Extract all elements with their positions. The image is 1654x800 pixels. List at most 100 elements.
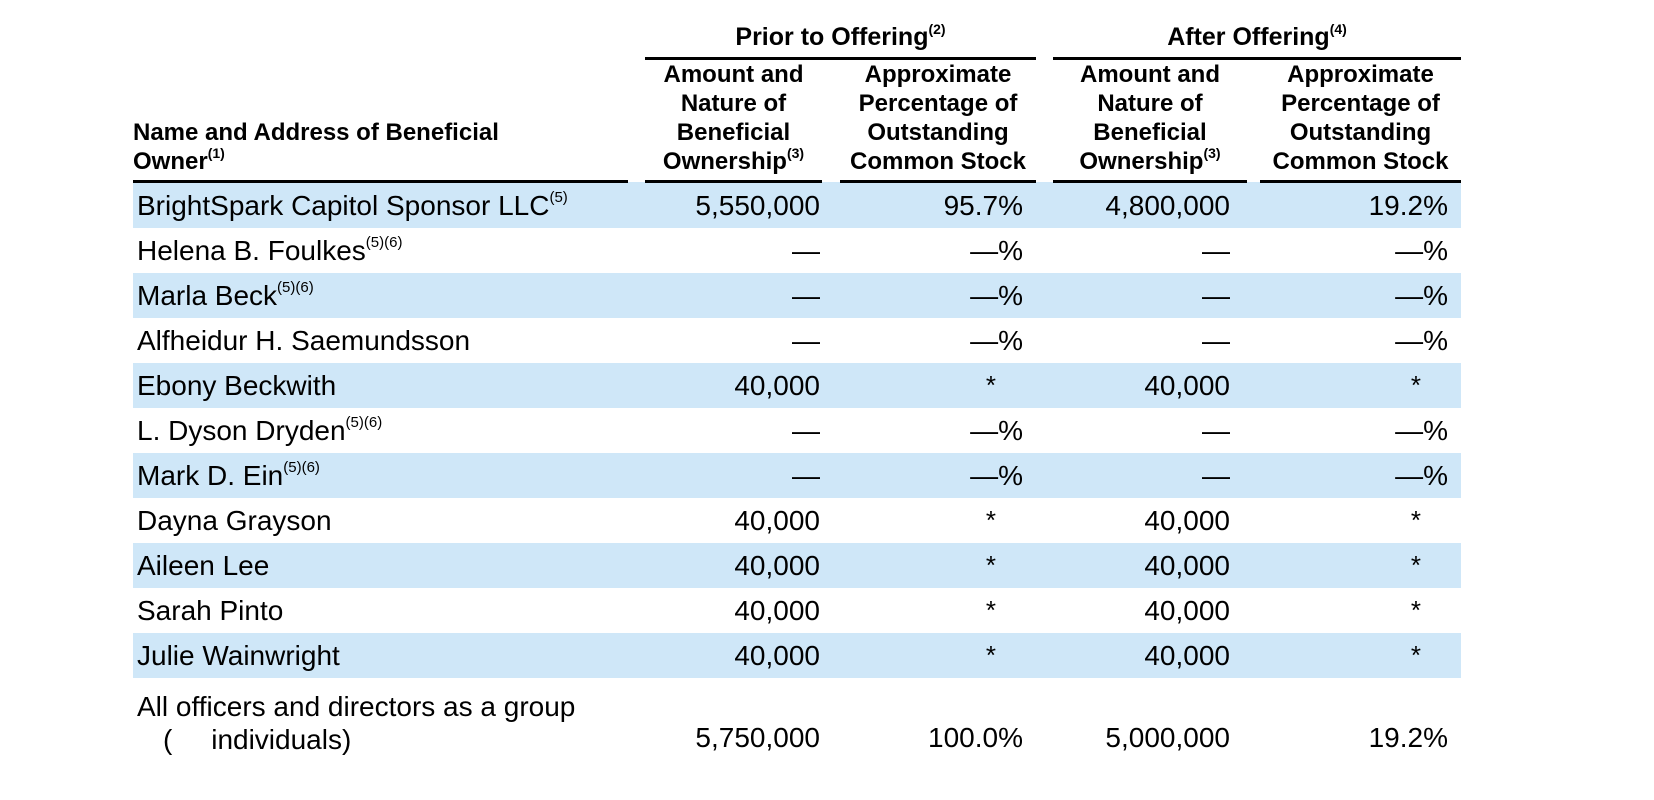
spacer-cell	[1036, 12, 1053, 59]
owner-name-cell: L. Dyson Dryden(5)(6)	[137, 414, 383, 446]
footnote-marker: (2)	[928, 20, 946, 37]
spacer-cell	[822, 318, 840, 363]
owner-name-cell: Mark D. Ein(5)(6)	[133, 453, 628, 498]
prior-percentage-cell: —%	[970, 414, 1023, 446]
after-amount-column-header: Amount and Nature of Beneficial Ownership(3…	[1053, 58, 1247, 183]
prior-amount-cell: 5,750,000	[695, 722, 820, 753]
spacer-cell	[1247, 588, 1260, 633]
footnote-marker: (1)	[207, 145, 225, 161]
spacer-cell	[822, 543, 840, 588]
spacer-cell	[822, 678, 840, 763]
after-percentage-cell: —%	[1395, 414, 1448, 446]
owner-name-cell: Marla Beck(5)(6)	[133, 273, 628, 318]
spacer-cell	[1036, 678, 1053, 763]
spacer-cell	[1036, 408, 1053, 453]
spacer-cell	[1247, 498, 1260, 543]
spacer-cell	[1247, 318, 1260, 363]
prior-percentage-cell: 95.7%	[840, 181, 1036, 228]
after-percentage-cell: —%	[1395, 234, 1448, 266]
owner-name-cell: Alfheidur H. Saemundsson	[137, 324, 471, 356]
prior-amount-cell: —	[645, 453, 822, 498]
spacer-cell	[1247, 408, 1260, 453]
prior-amount-cell: —	[645, 273, 822, 318]
spacer-cell	[1036, 453, 1053, 498]
prior-amount-cell: 40,000	[734, 594, 820, 626]
footnote-marker: (5)(6)	[365, 234, 403, 252]
owner-row: Sarah Pinto 40,000 * 40,000 *	[133, 588, 1461, 633]
after-amount-cell: —	[1202, 234, 1230, 266]
prior-percentage-cell: —%	[970, 234, 1023, 266]
spacer-cell	[1036, 318, 1053, 363]
prior-amount-cell: —	[792, 324, 820, 356]
prior-to-offering-header: Prior to Offering(2)	[645, 12, 1036, 60]
group-header-row: Prior to Offering(2) After Offering(4)	[133, 12, 1461, 60]
prior-percentage-cell: —%	[840, 453, 1036, 498]
prior-percentage-cell: *	[840, 633, 1036, 678]
spacer-cell	[1247, 678, 1260, 763]
owner-name-cell: Julie Wainwright	[133, 633, 628, 678]
after-percentage-cell: 19.2%	[1260, 181, 1461, 228]
prior-amount-cell: 40,000	[645, 363, 822, 408]
spacer-cell	[1036, 498, 1053, 543]
spacer-cell	[822, 228, 840, 273]
owner-row: Aileen Lee 40,000 * 40,000 *	[133, 543, 1461, 588]
spacer-cell	[1036, 273, 1053, 318]
beneficial-ownership-table: Prior to Offering(2) After Offering(4) N…	[133, 12, 1461, 763]
after-percentage-cell: *	[1260, 543, 1461, 588]
owner-row: Marla Beck(5)(6) — —% — —%	[133, 273, 1461, 318]
spacer-cell	[1036, 633, 1053, 678]
after-amount-cell: —	[1053, 273, 1247, 318]
after-percentage-cell: —%	[1260, 273, 1461, 318]
after-amount-cell: 40,000	[1053, 363, 1247, 408]
spacer-cell	[628, 12, 645, 59]
spacer-cell	[822, 181, 840, 228]
spacer-cell	[822, 453, 840, 498]
spacer-cell	[822, 633, 840, 678]
after-percentage-cell: *	[1410, 595, 1421, 625]
owner-name-cell: All officers and directors as a group( i…	[137, 691, 576, 755]
prior-amount-cell: 5,550,000	[645, 181, 822, 228]
spacer-cell	[133, 12, 628, 59]
after-amount-cell: 40,000	[1144, 504, 1230, 536]
owner-row: L. Dyson Dryden(5)(6) — —% — —%	[133, 408, 1461, 453]
owner-row: Ebony Beckwith 40,000 * 40,000 *	[133, 363, 1461, 408]
after-amount-cell: 5,000,000	[1105, 722, 1230, 753]
spacer-cell	[628, 453, 645, 498]
after-amount-cell: 40,000	[1053, 633, 1247, 678]
footnote-marker: (3)	[786, 145, 805, 161]
after-amount-cell: —	[1202, 324, 1230, 356]
prior-amount-cell: 40,000	[645, 633, 822, 678]
column-header-row: Name and Address of Beneficial Owner(1) A…	[133, 58, 1461, 183]
name-address-column-header: Name and Address of Beneficial Owner(1)	[133, 58, 628, 183]
spacer-cell	[1036, 363, 1053, 408]
footnote-marker: (4)	[1329, 20, 1347, 37]
spacer-cell	[628, 181, 645, 228]
after-amount-cell: 40,000	[1144, 594, 1230, 626]
after-percentage-column-header: Approximate Percentage of Outstanding Commo…	[1260, 58, 1461, 183]
owner-row: Julie Wainwright 40,000 * 40,000 *	[133, 633, 1461, 678]
owner-row: Dayna Grayson 40,000 * 40,000 *	[133, 498, 1461, 543]
owner-name-cell: BrightSpark Capitol Sponsor LLC(5)	[133, 181, 628, 228]
owner-name-cell: Ebony Beckwith	[133, 363, 628, 408]
spacer-cell	[1247, 228, 1260, 273]
after-percentage-cell: *	[1410, 505, 1421, 535]
owner-row: Alfheidur H. Saemundsson — —% — —%	[133, 318, 1461, 363]
after-percentage-cell: —%	[1260, 453, 1461, 498]
footnote-marker: (5)(6)	[277, 279, 314, 297]
spacer-cell	[822, 408, 840, 453]
spacer-cell	[628, 228, 645, 273]
spacer-cell	[1036, 59, 1053, 182]
owner-row: Mark D. Ein(5)(6) — —% — —%	[133, 453, 1461, 498]
spacer-cell	[822, 498, 840, 543]
spacer-cell	[1247, 181, 1260, 228]
spacer-cell	[822, 59, 840, 182]
spacer-cell	[822, 273, 840, 318]
owner-name-cell: Sarah Pinto	[137, 594, 284, 626]
prior-amount-cell: 40,000	[734, 504, 820, 536]
prior-amount-cell: 40,000	[645, 543, 822, 588]
spacer-cell	[1247, 453, 1260, 498]
prior-percentage-cell: *	[840, 363, 1036, 408]
spacer-cell	[1247, 363, 1260, 408]
group-total-row: All officers and directors as a group( i…	[133, 678, 1461, 763]
spacer-cell	[628, 59, 645, 182]
